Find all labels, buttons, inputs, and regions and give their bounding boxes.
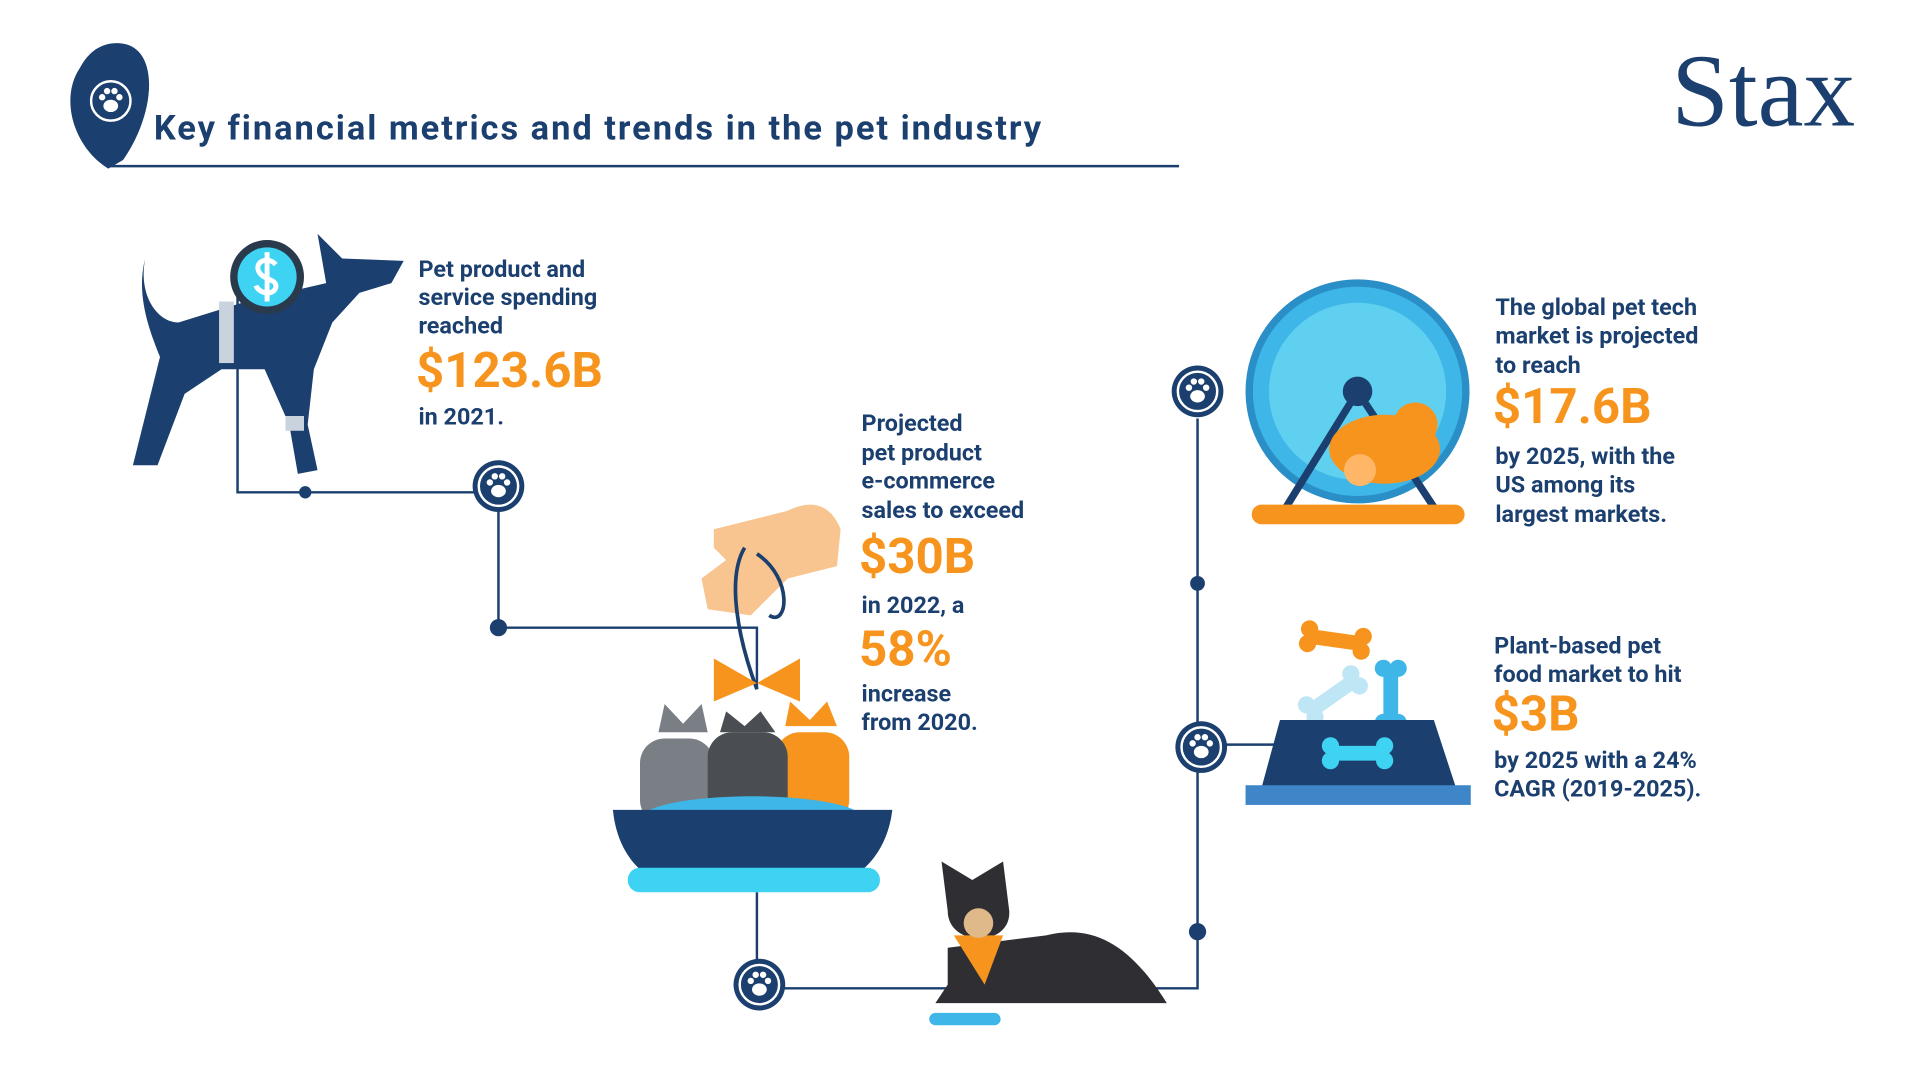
paw-node — [732, 957, 787, 1012]
metric-tail: in 2021. — [418, 403, 504, 431]
metric-tail: from 2020. — [862, 708, 978, 736]
metric-tail: by 2025, with the — [1495, 442, 1675, 470]
metric-lead: food market to hit — [1494, 660, 1682, 688]
metric-lead: pet product — [862, 438, 982, 466]
metric-lead: to reach — [1495, 351, 1580, 379]
paw-node — [1170, 364, 1225, 419]
metric-tail: increase — [862, 680, 952, 708]
cat-bed-illustration — [612, 701, 893, 893]
metric-lead: Projected — [862, 409, 963, 437]
paw-node — [471, 459, 526, 514]
metric-value: $17.6B — [1493, 378, 1652, 436]
metric-tail: CAGR (2019-2025). — [1494, 774, 1701, 802]
metric-value: $123.6B — [416, 342, 603, 400]
metric-tail: US among its — [1495, 470, 1635, 498]
title: Key financial metrics and trends in the … — [154, 109, 1043, 149]
logo: Stax — [1671, 35, 1855, 149]
metric-value: 58% — [859, 620, 952, 678]
metric-lead: The global pet tech — [1495, 293, 1697, 321]
header-paw — [83, 73, 138, 129]
hand-illustration — [701, 504, 841, 702]
metric-lead: Plant-based pet — [1494, 632, 1661, 660]
metric-value: $30B — [859, 528, 975, 586]
metric-lead: Pet product and — [418, 255, 585, 283]
lying-dog-illustration — [929, 861, 1167, 1026]
dog-illustration — [132, 233, 404, 474]
metric-value: $3B — [1492, 686, 1580, 744]
metric-tail: by 2025 with a 24% — [1494, 746, 1697, 774]
metric-lead: service spending — [418, 283, 597, 311]
metric-lead: reached — [418, 312, 503, 340]
metric-lead: market is projected — [1495, 321, 1698, 349]
metric-tail: largest markets. — [1495, 500, 1667, 528]
connectors — [236, 295, 1280, 990]
hamster-wheel-illustration — [1245, 279, 1470, 525]
food-bowl-illustration — [1245, 619, 1471, 805]
metric-text: in 2022, a — [862, 591, 965, 619]
metric-lead: sales to exceed — [862, 496, 1025, 524]
metric-lead: e-commerce — [862, 467, 996, 495]
paw-node — [1174, 720, 1229, 775]
